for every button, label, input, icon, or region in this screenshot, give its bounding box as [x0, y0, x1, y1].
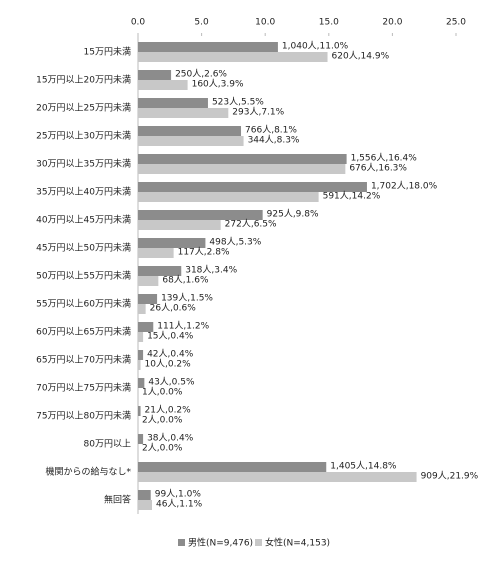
- bar: [138, 248, 174, 258]
- data-label: 21人,0.2%: [145, 405, 192, 416]
- y-tick-label: 70万円以上75万円未満: [36, 382, 131, 394]
- data-label: 43人,0.5%: [148, 377, 195, 388]
- data-label: 139人,1.5%: [161, 293, 213, 304]
- bar: [138, 490, 151, 500]
- bar: [138, 332, 144, 342]
- data-label: 620人,14.9%: [332, 51, 390, 62]
- bar: [138, 126, 242, 136]
- bar: [138, 472, 417, 482]
- legend-swatch: [255, 539, 262, 546]
- y-tick-label: 30万円以上35万円未満: [36, 158, 131, 170]
- data-label: 1,040人,11.0%: [282, 41, 349, 52]
- data-label: 766人,8.1%: [245, 125, 297, 136]
- y-tick-label: 55万円以上60万円未満: [36, 298, 131, 310]
- y-tick-label: 25万円以上30万円未満: [36, 130, 131, 142]
- data-label: 111人,1.2%: [157, 321, 209, 332]
- y-tick-label: 45万円以上50万円未満: [36, 242, 131, 254]
- bar: [138, 108, 229, 118]
- x-tick-label: 25.0: [446, 18, 466, 28]
- bar: [138, 238, 206, 248]
- y-tick-label: 機関からの給与なし*: [45, 466, 131, 478]
- bar: [138, 164, 346, 174]
- data-label: 1,702人,18.0%: [371, 181, 438, 192]
- bar: [138, 294, 158, 304]
- y-tick-label: 50万円以上55万円未満: [36, 270, 131, 282]
- bar: [138, 182, 367, 192]
- bar: [138, 52, 328, 62]
- legend-swatch: [178, 539, 185, 546]
- y-tick-label: 35万円以上40万円未満: [36, 186, 131, 198]
- y-tick-label: 80万円以上: [84, 439, 131, 450]
- legend-label: 女性(N=4,153): [265, 537, 330, 549]
- x-tick-label: 0.0: [131, 18, 146, 28]
- y-tick-label: 60万円以上65万円未満: [36, 326, 131, 338]
- data-label: 909人,21.9%: [421, 471, 479, 482]
- data-label: 2人,0.0%: [142, 443, 183, 454]
- bar: [138, 276, 159, 286]
- bar: [138, 220, 221, 230]
- y-tick-label: 20万円以上25万円未満: [36, 102, 131, 114]
- bar: [138, 210, 263, 220]
- data-label: 272人,6.5%: [225, 219, 277, 230]
- x-tick-label: 20.0: [382, 18, 402, 28]
- data-label: 1,556人,16.4%: [351, 153, 418, 164]
- data-label: 99人,1.0%: [155, 489, 202, 500]
- x-tick-label: 5.0: [194, 18, 209, 28]
- x-tick-label: 15.0: [319, 18, 339, 28]
- data-label: 15人,0.4%: [147, 331, 194, 342]
- bar: [138, 350, 144, 360]
- legend-label: 男性(N=9,476): [188, 537, 253, 549]
- bar: [138, 136, 244, 146]
- bar: [138, 42, 278, 52]
- bar: [138, 462, 327, 472]
- data-label: 293人,7.1%: [232, 107, 284, 118]
- bar: [138, 80, 188, 90]
- data-label: 117人,2.8%: [178, 247, 230, 258]
- x-tick-label: 10.0: [255, 18, 275, 28]
- y-tick-label: 15万円未満: [84, 46, 131, 58]
- data-label: 925人,9.8%: [267, 209, 319, 220]
- data-label: 10人,0.2%: [145, 359, 192, 370]
- data-label: 676人,16.3%: [349, 163, 407, 174]
- data-label: 250人,2.6%: [175, 69, 227, 80]
- data-label: 1人,0.0%: [142, 387, 183, 398]
- data-label: 498人,5.3%: [209, 237, 261, 248]
- data-label: 42人,0.4%: [147, 349, 194, 360]
- data-label: 318人,3.4%: [185, 265, 237, 276]
- data-label: 46人,1.1%: [156, 499, 203, 510]
- bar: [138, 406, 141, 416]
- bar: [138, 70, 172, 80]
- bar: [138, 98, 208, 108]
- data-label: 26人,0.6%: [150, 303, 197, 314]
- data-label: 523人,5.5%: [212, 97, 264, 108]
- bar: [138, 266, 182, 276]
- data-label: 38人,0.4%: [147, 433, 194, 444]
- data-label: 2人,0.0%: [142, 415, 183, 426]
- data-label: 160人,3.9%: [192, 79, 244, 90]
- data-label: 68人,1.6%: [162, 275, 209, 286]
- y-tick-label: 15万円以上20万円未満: [36, 74, 131, 86]
- bar: [138, 322, 154, 332]
- y-tick-label: 65万円以上70万円未満: [36, 354, 131, 366]
- bar: [138, 378, 145, 388]
- bar: [138, 360, 141, 370]
- bar: [138, 154, 347, 164]
- bar: [138, 434, 144, 444]
- data-label: 1,405人,14.8%: [330, 461, 397, 472]
- y-tick-label: 無回答: [104, 494, 131, 506]
- bar: [138, 500, 152, 510]
- data-label: 591人,14.2%: [323, 191, 381, 202]
- y-tick-label: 75万円以上80万円未満: [36, 410, 131, 422]
- y-tick-label: 40万円以上45万円未満: [36, 214, 131, 226]
- bar: [138, 192, 319, 202]
- data-label: 344人,8.3%: [248, 135, 300, 146]
- bar: [138, 304, 146, 314]
